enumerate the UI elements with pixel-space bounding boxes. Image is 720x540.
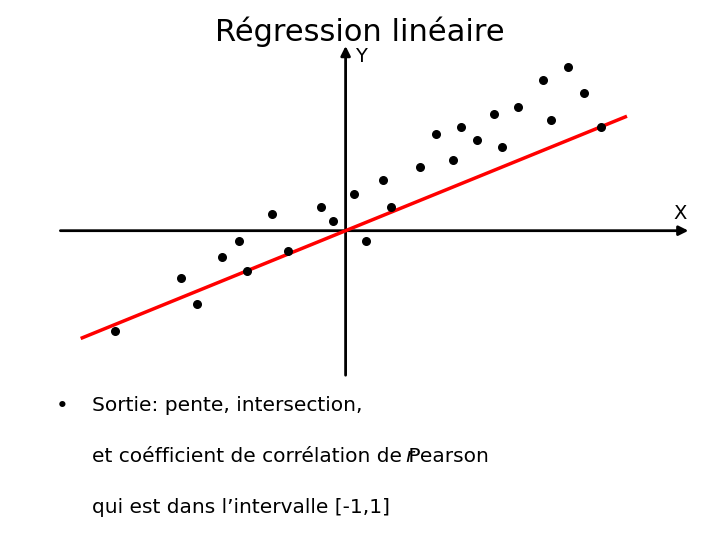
Text: Régression linéaire: Régression linéaire <box>215 16 505 46</box>
Point <box>513 103 524 111</box>
Point <box>562 62 574 71</box>
Point <box>447 156 459 165</box>
Point <box>377 176 388 185</box>
Point <box>546 116 557 125</box>
Text: qui est dans l’intervalle [-1,1]: qui est dans l’intervalle [-1,1] <box>91 498 390 517</box>
Point <box>595 123 606 131</box>
Point <box>282 246 294 255</box>
Point <box>233 237 244 245</box>
Point <box>537 76 549 84</box>
Point <box>455 123 467 131</box>
Point <box>361 237 372 245</box>
Text: r: r <box>405 447 413 466</box>
Point <box>192 300 203 309</box>
Text: Y: Y <box>356 46 367 65</box>
Text: et coéfficient de corrélation de Pearson: et coéfficient de corrélation de Pearson <box>91 447 495 466</box>
Point <box>488 109 500 118</box>
Point <box>217 253 228 262</box>
Point <box>348 190 359 198</box>
Point <box>496 143 508 151</box>
Point <box>578 89 590 98</box>
Point <box>175 273 186 282</box>
Point <box>109 327 121 335</box>
Text: Sortie: pente, intersection,: Sortie: pente, intersection, <box>91 396 362 415</box>
Point <box>328 217 339 225</box>
Point <box>266 210 277 218</box>
Point <box>414 163 426 171</box>
Text: X: X <box>674 204 687 222</box>
Point <box>241 267 253 275</box>
Point <box>472 136 483 145</box>
Point <box>385 203 397 212</box>
Text: •: • <box>56 396 69 416</box>
Point <box>431 129 442 138</box>
Point <box>315 203 327 212</box>
